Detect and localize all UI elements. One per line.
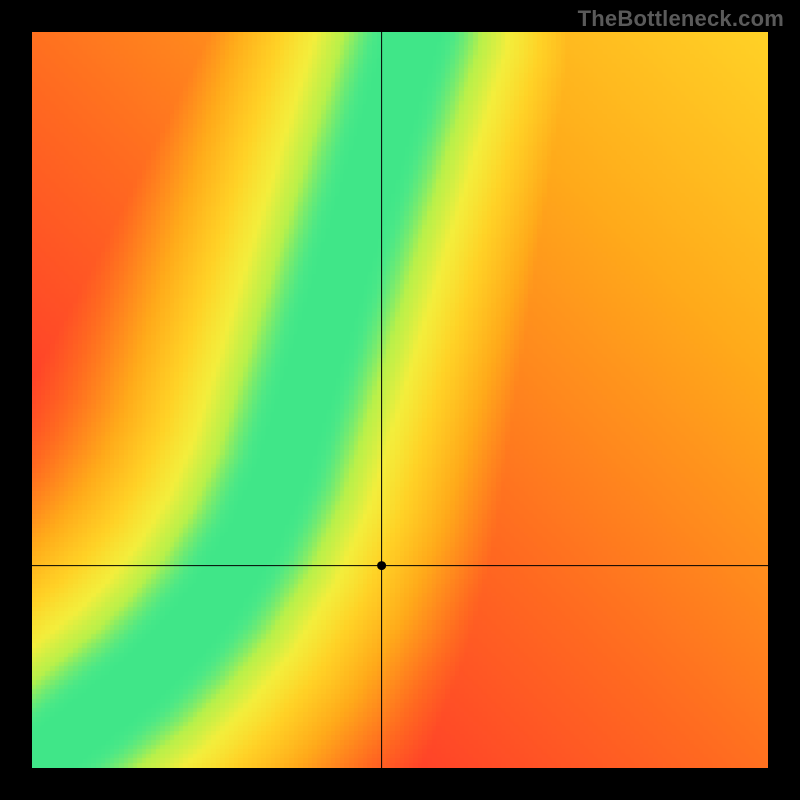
heatmap-canvas <box>32 32 768 768</box>
chart-container: TheBottleneck.com <box>0 0 800 800</box>
watermark-text: TheBottleneck.com <box>578 6 784 32</box>
